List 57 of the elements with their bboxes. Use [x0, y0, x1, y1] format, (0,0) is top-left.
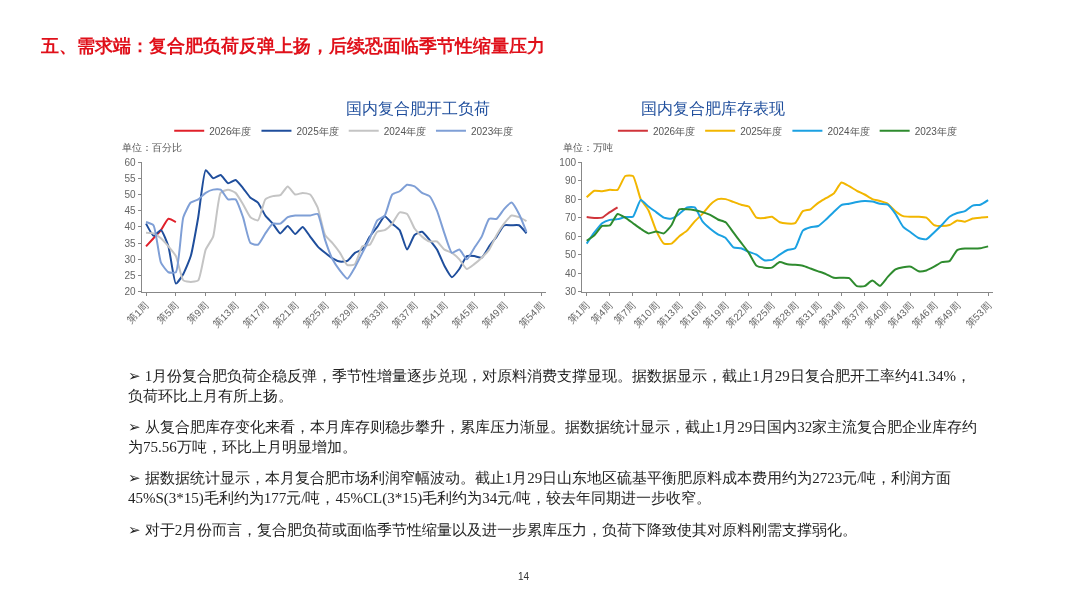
text: ➢ 对于2月份而言，复合肥负荷或面临季节性缩量以及进一步累库压力，负荷下降致使其对原料刚需支撑弱化。 — [128, 522, 858, 538]
y-tick-label: 60 — [124, 156, 136, 168]
y-tick-label: 20 — [124, 286, 136, 298]
x-tick-label: 第1周 — [125, 299, 151, 326]
y-tick-label: 45 — [124, 205, 136, 217]
y-tick-label: 55 — [124, 172, 136, 184]
line-series — [585, 199, 990, 262]
legend-label: 2026年度 — [209, 125, 252, 137]
x-tick-label: 第37周 — [389, 299, 420, 330]
x-tick-label: 第21周 — [270, 299, 301, 330]
y-tick-label: 60 — [564, 230, 577, 242]
legend-label: 2025年度 — [740, 125, 783, 137]
y-tick-label: 30 — [564, 286, 577, 298]
y-tick-label: 50 — [564, 249, 577, 261]
x-tick-label: 第25周 — [300, 299, 331, 330]
y-tick-label: 35 — [124, 237, 136, 249]
x-tick-label: 第17周 — [240, 299, 271, 330]
legend-label: 2024年度 — [827, 125, 870, 137]
text: 14 — [518, 571, 530, 582]
x-tick-label: 第5周 — [154, 299, 181, 326]
x-tick-label: 第54周 — [516, 299, 547, 330]
text: ➢ 1月份复合肥负荷企稳反弹，季节性增量逐步兑现，对原料消费支撑显现。据数据显示，截止1月29日复合肥开工率约41.34%，负荷环比上月有所上扬。 — [128, 368, 971, 404]
y-tick-label: 90 — [564, 175, 577, 187]
line-series — [585, 174, 990, 245]
legend-label: 2023年度 — [470, 125, 514, 137]
legend-label: 2026年度 — [652, 125, 696, 137]
text: 五、需求端：复合肥负荷反弹上扬，后续恐面临季节性缩量压力 — [40, 36, 545, 56]
y-axis-title: 单位：百分比 — [122, 142, 182, 153]
y-tick-label: 25 — [124, 270, 136, 282]
legend-label: 2025年度 — [296, 125, 339, 137]
x-tick-label: 第49周 — [479, 299, 510, 330]
y-tick-label: 100 — [559, 156, 577, 168]
chart-title: 国内复合肥库存表现 — [641, 100, 785, 117]
y-tick-label: 30 — [124, 253, 136, 265]
x-tick-label: 第41周 — [419, 299, 450, 330]
x-tick-label: 第1周 — [565, 299, 592, 326]
line-series — [145, 217, 177, 248]
x-tick-label: 第13周 — [210, 299, 241, 330]
y-tick-label: 50 — [124, 189, 136, 200]
line-series — [585, 206, 619, 220]
line-series — [145, 169, 528, 285]
chart-title: 国内复合肥开工负荷 — [346, 100, 490, 117]
text: ➢ 据数据统计显示，本月复合肥市场利润窄幅波动。截止1月29日山东地区硫基平衡肥原料成本费用约为2723元/吨，利润方面45%S(3*15)毛利约为177元/吨，45%CL(3*15)毛利约为34元/吨，较去年同期进一步收窄。 — [128, 470, 952, 507]
line-series — [585, 208, 990, 288]
x-tick-label: 第53周 — [963, 299, 994, 330]
y-tick-label: 40 — [564, 267, 577, 279]
x-tick-label: 第9周 — [184, 299, 211, 326]
x-tick-label: 第29周 — [330, 299, 360, 330]
y-tick-label: 80 — [564, 193, 577, 205]
legend-label: 2024年度 — [383, 125, 426, 137]
text: ➢ 从复合肥库存变化来看，本月库存则稳步攀升，累库压力渐显。据数据统计显示，截止1月29日国内32家主流复合肥企业库存约为75.56万吨，环比上月明显增加。 — [128, 419, 978, 455]
y-axis-title: 单位：万吨 — [563, 142, 613, 153]
x-tick-label: 第45周 — [449, 299, 480, 330]
legend-label: 2023年度 — [914, 125, 957, 137]
y-tick-label: 40 — [124, 221, 136, 233]
x-tick-label: 第33周 — [359, 299, 390, 330]
y-tick-label: 70 — [564, 212, 577, 224]
